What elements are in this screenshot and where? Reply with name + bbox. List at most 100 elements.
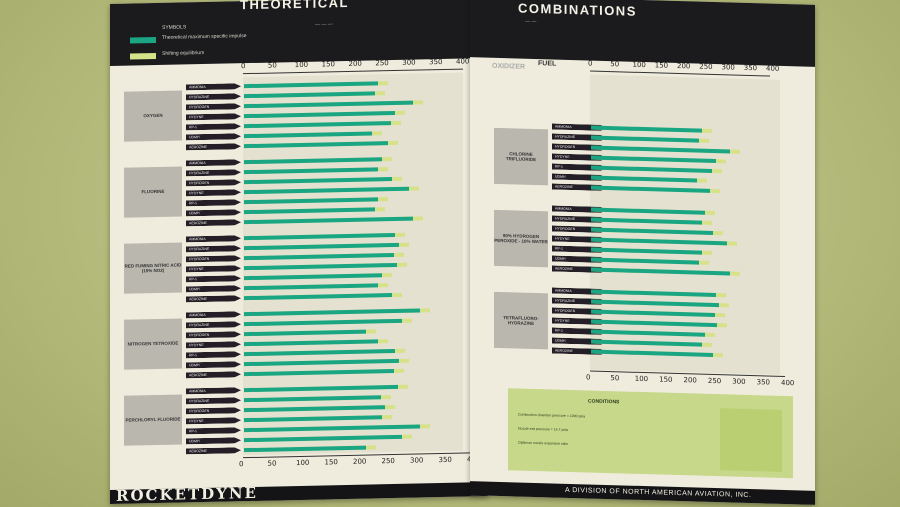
axis-tick-label: 150 <box>654 61 669 70</box>
left-footer-band: ROCKETDYNE <box>110 482 488 505</box>
fuel-arrow-label: HYDRAZINE <box>186 321 241 328</box>
axis-tick-label: 150 <box>659 375 673 384</box>
fuel-arrow-label: HYDRAZINE <box>186 93 241 100</box>
legend-item-2: Shifting equilibrium <box>162 49 205 57</box>
fuel-arrow-label: UDMH <box>186 361 241 368</box>
fuel-arrow-label: HYDROGEN <box>186 255 241 262</box>
axis-tick-label: 400 <box>781 378 795 388</box>
oxidizer-box: RED FUMING NITRIC ACID (15% NO2) <box>124 242 182 294</box>
fuel-arrow-label: HYDROGEN <box>186 179 241 186</box>
axis-tick-label: 250 <box>699 62 713 71</box>
conditions-line-1: Combustion chamber pressure = 1000 psia <box>518 412 586 419</box>
fuel-arrow-label: UDMH <box>186 133 241 140</box>
fuel-arrow-label: AEROZINE <box>186 371 241 378</box>
fuel-arrow-label: HYDYNE <box>186 265 241 272</box>
conditions-line-2: Nozzle exit pressure = 14.7 psia <box>518 426 568 432</box>
fuel-arrow-label: HYDROGEN <box>186 103 241 110</box>
fuel-arrow-label: HYDYNE <box>186 341 241 348</box>
axis-tick-label: 300 <box>402 58 416 67</box>
axis-tick-label: 50 <box>610 374 620 383</box>
axis-tick-label: 200 <box>683 376 697 385</box>
axis-tick-label: 0 <box>239 460 244 469</box>
legend-swatch-green <box>130 36 156 44</box>
poster-right-panel: COMBINATIONS — — OXIDIZER FUEL 0 50 100 150… <box>470 0 815 505</box>
right-footer-band: A DIVISION OF NORTH AMERICAN AVIATION, I… <box>470 481 815 505</box>
fuel-arrow-label: AMMONIA <box>186 387 241 394</box>
oxidizer-box: PERCHLORYL FLUORIDE <box>124 394 182 446</box>
axis-tick-label: 300 <box>721 63 735 72</box>
axis-tick-label: 350 <box>756 378 770 387</box>
axis-tick-label: 200 <box>348 59 362 68</box>
axis-tick-label: 300 <box>410 456 424 465</box>
fuel-arrow-label: RP-1 <box>186 351 241 358</box>
oxidizer-box: FLUORINE <box>124 166 182 218</box>
oxidizer-box: CHLORINE TRIFLUORIDE <box>494 127 548 186</box>
axis-tick-label: 150 <box>321 60 335 69</box>
division-text: A DIVISION OF NORTH AMERICAN AVIATION, I… <box>565 486 752 500</box>
fuel-arrow-label: UDMH <box>186 209 241 216</box>
axis-tick-label: 400 <box>766 64 780 73</box>
axis-tick-label: 200 <box>677 61 691 71</box>
brand-logo: ROCKETDYNE <box>116 483 258 505</box>
axis-tick-label: 400 <box>456 57 470 66</box>
fuel-arrow-label: AEROZINE <box>186 219 241 226</box>
fuel-arrow-label: UDMH <box>186 285 241 292</box>
axis-tick-label: 100 <box>296 458 310 468</box>
axis-tick-label: 50 <box>267 61 277 70</box>
right-legend-text: — — <box>525 18 537 26</box>
conditions-line-3: Optimum nozzle expansion ratio <box>518 440 568 446</box>
poster-left-panel: THEORETICAL SYMBOLS Theoretical maximum … <box>110 0 488 505</box>
fuel-arrow-label: HYDYNE <box>186 189 241 196</box>
axis-tick-label: 100 <box>294 60 309 70</box>
axis-tick-label: 300 <box>732 377 746 386</box>
fuel-arrow-label: HYDRAZINE <box>186 169 241 176</box>
conditions-panel: CONDITIONS Combustion chamber pressure =… <box>508 388 793 479</box>
axis-tick-label: 350 <box>429 57 443 67</box>
fuel-arrow-label: AEROZINE <box>186 143 241 150</box>
fuel-arrow-label: AEROZINE <box>186 447 241 454</box>
axis-tick-label: 250 <box>375 59 389 68</box>
axis-tick-label: 50 <box>610 60 620 69</box>
fuel-arrow-label: AEROZINE <box>186 295 241 302</box>
axis-tick-label: 200 <box>353 457 367 466</box>
right-title: COMBINATIONS <box>518 0 637 19</box>
axis-tick-label: 150 <box>324 458 338 467</box>
left-title: THEORETICAL <box>240 0 349 13</box>
fuel-arrow-label: RP-1 <box>186 427 241 434</box>
right-oxidizer-label: OXIDIZER <box>492 62 526 71</box>
fuel-arrow-label: HYDYNE <box>186 113 241 120</box>
axis-tick-label: 100 <box>632 60 646 70</box>
axis-tick-label: 0 <box>241 62 246 71</box>
fuel-arrow-label: HYDRAZINE <box>186 397 241 404</box>
oxidizer-box: OXYGEN <box>124 90 182 142</box>
axis-tick-label: 100 <box>634 374 649 384</box>
fuel-arrow-label: RP-1 <box>186 275 241 282</box>
oxidizer-box: 90% HYDROGEN PEROXIDE - 10% WATER <box>494 209 548 268</box>
fuel-arrow-label: RP-1 <box>186 123 241 130</box>
fuel-arrow-label: AMMONIA <box>186 235 241 242</box>
fuel-arrow-label: UDMH <box>186 437 241 444</box>
axis-tick-label: 50 <box>267 459 277 468</box>
left-header-band: THEORETICAL SYMBOLS Theoretical maximum … <box>110 0 488 66</box>
legend-swatch-yellow <box>130 52 156 60</box>
fuel-arrow-label: AMMONIA <box>186 311 241 318</box>
fuel-arrow-label: AMMONIA <box>186 159 241 166</box>
axis-tick-label: 0 <box>588 59 593 68</box>
right-fuel-label: FUEL <box>538 60 557 68</box>
fuel-arrow-label: HYDROGEN <box>186 331 241 338</box>
fuel-arrow-label: HYDROGEN <box>186 407 241 414</box>
legend-item-1: Theoretical maximum specific impulse <box>162 33 247 41</box>
oxidizer-box: NITROGEN TETROXIDE <box>124 318 182 370</box>
fuel-arrow-label: HYDYNE <box>186 417 241 424</box>
conditions-table <box>720 408 782 472</box>
right-header-band: COMBINATIONS — — <box>470 0 815 67</box>
axis-tick-label: 0 <box>586 373 591 382</box>
axis-tick-label: 250 <box>707 376 722 386</box>
oxidizer-box: TETRAFLUORO-HYDRAZINE <box>494 291 548 350</box>
fuel-arrow-label: HYDRAZINE <box>186 245 241 252</box>
fuel-arrow-label: AMMONIA <box>186 83 241 90</box>
axis-tick-label: 350 <box>743 63 758 73</box>
legend-heading: SYMBOLS <box>162 24 187 31</box>
axis-tick-label: 250 <box>381 456 395 466</box>
conditions-title: CONDITIONS <box>588 398 620 406</box>
